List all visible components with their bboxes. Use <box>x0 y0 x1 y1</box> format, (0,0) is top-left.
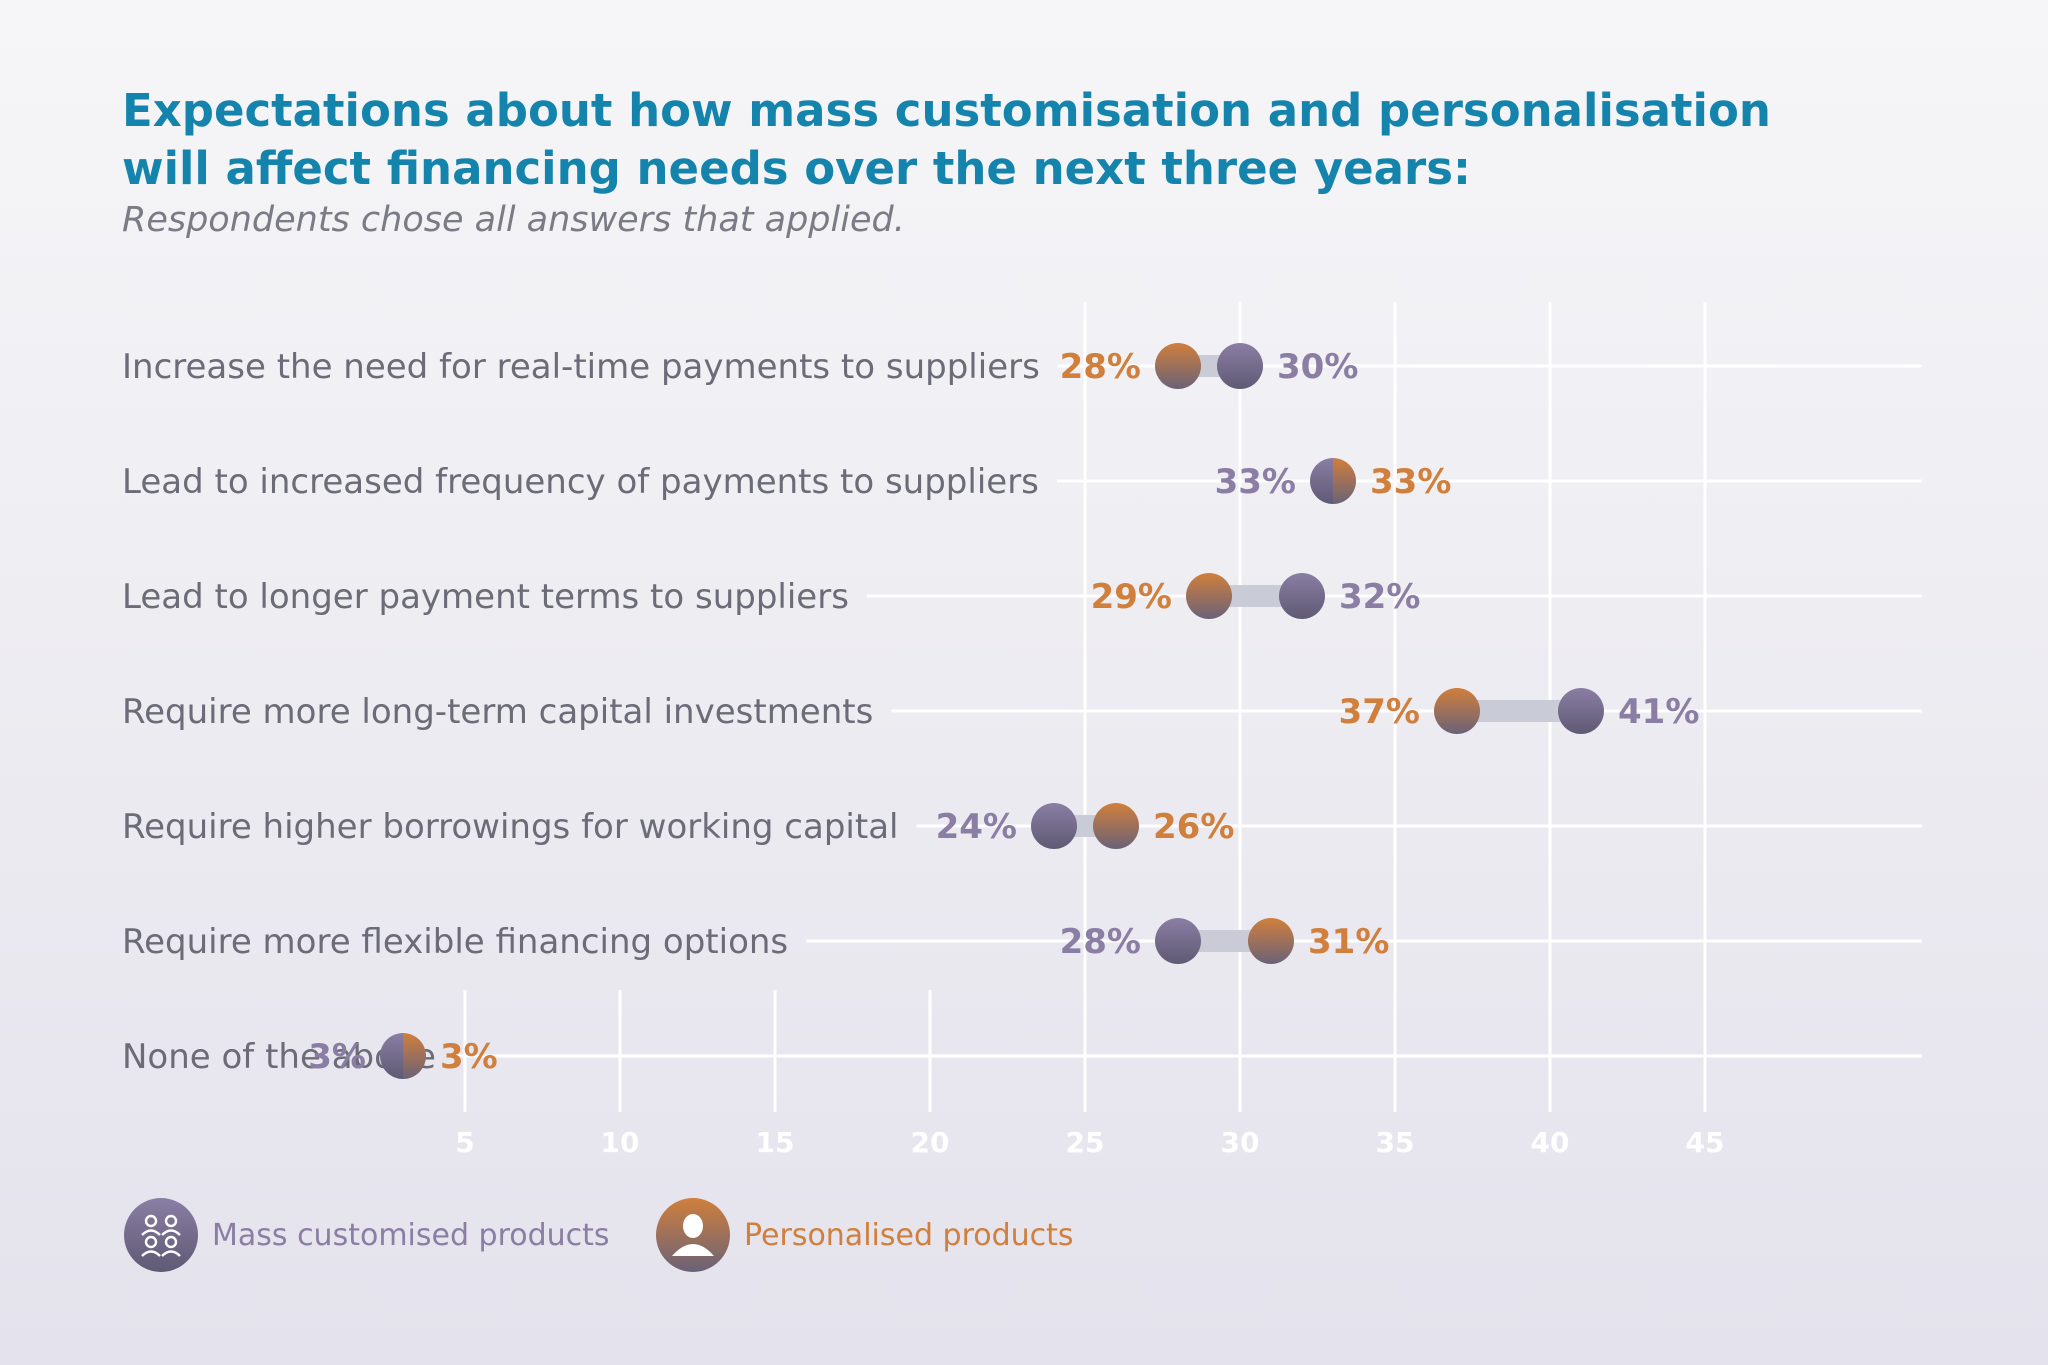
mass-value-label: 41% <box>1618 692 1699 732</box>
personal-value-label: 26% <box>1153 807 1234 847</box>
mass-point <box>380 1033 403 1079</box>
x-tick-label: 20 <box>911 1126 950 1159</box>
mass-value-label: 28% <box>1060 922 1141 962</box>
chart-subtitle: Respondents chose all answers that appli… <box>122 200 905 240</box>
mass-point <box>1217 343 1263 389</box>
category-label: Require higher borrowings for working ca… <box>122 807 898 847</box>
x-tick-label: 30 <box>1221 1126 1260 1159</box>
mass-value-label: 24% <box>936 807 1017 847</box>
category-label: Increase the need for real-time payments… <box>122 347 1040 387</box>
personal-value-label: 28% <box>1060 347 1141 387</box>
person-icon <box>656 1198 730 1272</box>
legend-label-personal: Personalised products <box>744 1217 1074 1253</box>
mass-value-label: 33% <box>1215 462 1296 502</box>
mass-point <box>1155 918 1201 964</box>
legend-item-mass: Mass customised products <box>124 1197 610 1273</box>
legend-item-personal: Personalised products <box>656 1197 1074 1273</box>
legend-label-mass: Mass customised products <box>212 1217 610 1253</box>
x-tick-label: 35 <box>1376 1126 1415 1159</box>
personal-point <box>403 1033 426 1079</box>
personal-point <box>1333 458 1356 504</box>
x-tick-label: 40 <box>1531 1126 1570 1159</box>
x-tick-label: 45 <box>1686 1126 1725 1159</box>
mass-point <box>1279 573 1325 619</box>
x-tick-label: 5 <box>455 1126 474 1159</box>
personal-value-label: 3% <box>440 1037 498 1077</box>
category-label: Lead to longer payment terms to supplier… <box>122 577 849 617</box>
x-tick-label: 15 <box>756 1126 795 1159</box>
category-label: Require more flexible financing options <box>122 922 788 962</box>
personal-value-label: 37% <box>1339 692 1420 732</box>
personal-point <box>1155 343 1201 389</box>
x-tick-label: 25 <box>1066 1126 1105 1159</box>
personal-point <box>1093 803 1139 849</box>
category-label: Require more long-term capital investmen… <box>122 692 873 732</box>
chart-title: Expectations about how mass customisatio… <box>122 84 1771 195</box>
personal-point <box>1434 688 1480 734</box>
category-label: Lead to increased frequency of payments … <box>122 462 1039 502</box>
personal-point <box>1186 573 1232 619</box>
mass-point <box>1031 803 1077 849</box>
personal-point <box>1248 918 1294 964</box>
mass-value-label: 3% <box>308 1037 366 1077</box>
mass-value-label: 30% <box>1277 347 1358 387</box>
personal-value-label: 33% <box>1370 462 1451 502</box>
personal-value-label: 31% <box>1308 922 1389 962</box>
personal-value-label: 29% <box>1091 577 1172 617</box>
mass-point <box>1310 458 1333 504</box>
mass-point <box>1558 688 1604 734</box>
people-group-icon <box>124 1198 198 1272</box>
mass-value-label: 32% <box>1339 577 1420 617</box>
x-tick-label: 10 <box>601 1126 640 1159</box>
